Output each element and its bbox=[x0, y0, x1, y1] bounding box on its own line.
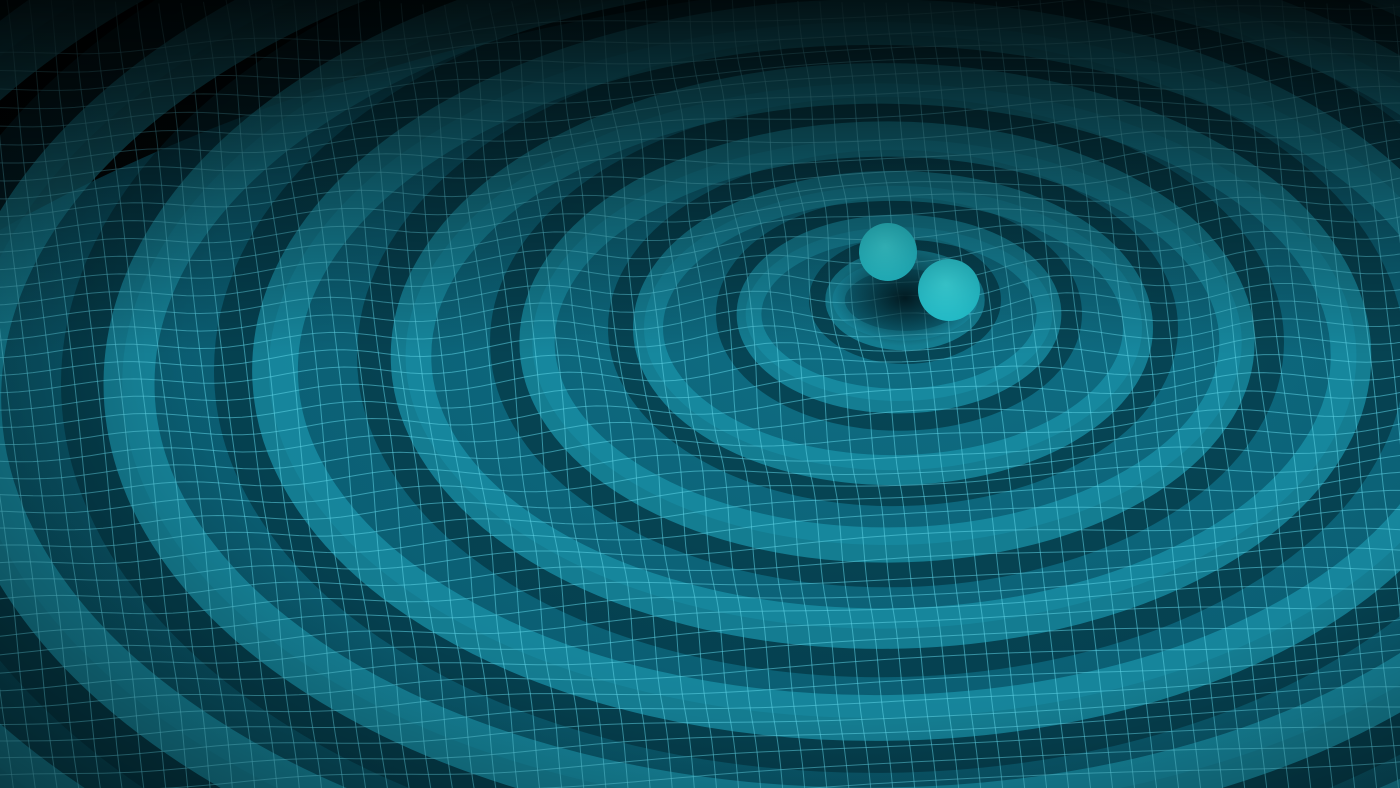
vignette bbox=[0, 0, 1400, 788]
spacetime-ripple-scene bbox=[0, 0, 1400, 788]
spacetime-ripple-illustration bbox=[0, 0, 1400, 788]
